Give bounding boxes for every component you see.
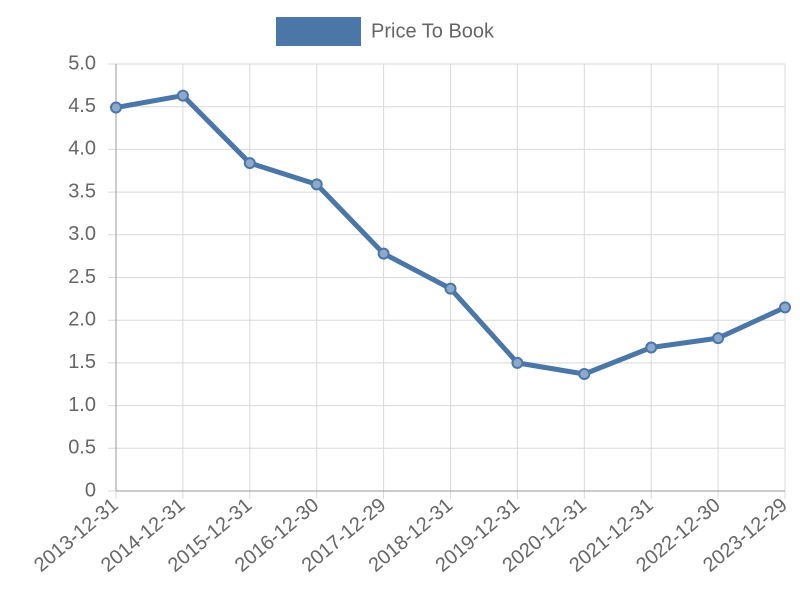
y-tick-label: 1.0 [68,394,96,416]
point [310,178,323,191]
point [645,341,658,354]
legend-swatch [276,17,361,46]
y-tick-label: 4.5 [68,95,96,117]
point [578,368,591,381]
point [712,332,725,345]
y-tick-label: 3.0 [68,223,96,245]
y-tick-label: 2.5 [68,266,96,288]
y-tick-label: 0.5 [68,437,96,459]
y-tick-label: 0 [85,479,96,501]
legend-label: Price To Book [371,20,495,42]
point [176,89,189,102]
point [110,101,122,114]
y-tick-label: 1.5 [68,351,96,373]
y-tick-label: 4.0 [68,138,96,160]
y-tick-label: 2.0 [68,308,96,330]
point [779,301,791,314]
y-tick-label: 5.0 [68,52,96,74]
point [444,282,457,295]
point [243,157,256,170]
point [511,356,524,369]
point [377,247,390,260]
y-tick-label: 3.5 [68,180,96,202]
